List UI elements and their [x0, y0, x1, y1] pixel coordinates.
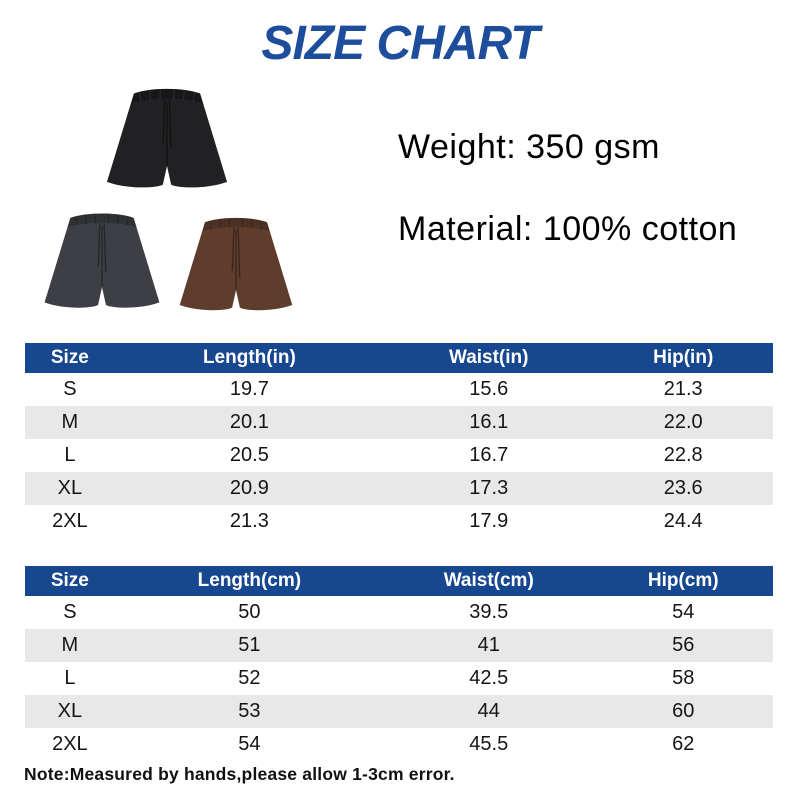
table-row: M 51 41 56: [25, 629, 773, 662]
column-header: Hip(in): [653, 347, 714, 368]
table-row: 2XL 21.3 17.9 24.4: [25, 505, 773, 538]
table-row: S 50 39.5 54: [25, 596, 773, 629]
table-cell: 54: [238, 733, 261, 755]
table-cell: 44: [477, 700, 500, 722]
table-cell: 2XL: [52, 733, 88, 755]
column-header: Size: [50, 570, 89, 591]
table-cell: 17.3: [469, 477, 509, 499]
table-cell: 23.6: [663, 477, 703, 499]
table-cell: 20.5: [229, 444, 269, 466]
column-header: Hip(cm): [647, 570, 719, 591]
table-cell: 41: [477, 634, 500, 656]
material-spec: Material: 100% cotton: [398, 210, 738, 248]
table-cell: 24.4: [663, 510, 703, 532]
table-header-row: Size Length(cm) Waist(cm) Hip(cm): [25, 566, 773, 596]
table-cell: 21.3: [229, 510, 269, 532]
gray-shorts-image: [44, 213, 160, 308]
page-title: SIZE CHART: [261, 17, 539, 70]
table-cell: 60: [672, 700, 695, 722]
table-cell: L: [64, 444, 76, 466]
table-cell: 19.7: [229, 378, 269, 400]
table-row: M 20.1 16.1 22.0: [25, 406, 773, 439]
table-cell: 20.1: [229, 411, 269, 433]
column-header: Waist(in): [448, 347, 529, 368]
table-cell: L: [64, 667, 76, 689]
table-cell: 20.9: [229, 477, 269, 499]
table-cell: 62: [672, 733, 695, 755]
table-cell: 53: [238, 700, 261, 722]
table-cell: 17.9: [469, 510, 509, 532]
column-header: Waist(cm): [443, 570, 534, 591]
table-cell: 52: [238, 667, 261, 689]
table-cell: 45.5: [469, 733, 509, 755]
table-cell: 2XL: [52, 510, 88, 532]
table-cell: 39.5: [469, 601, 509, 623]
black-shorts-image: [106, 88, 228, 188]
column-header: Length(in): [202, 347, 296, 368]
weight-spec: Weight: 350 gsm: [398, 128, 661, 166]
table-cell: S: [63, 601, 77, 623]
size-table-inches: Size Length(in) Waist(in) Hip(in) S 19.7 15.6 2…: [25, 343, 773, 538]
column-header: Size: [50, 347, 89, 368]
table-cell: 22.0: [663, 411, 703, 433]
table-cell: M: [61, 411, 79, 433]
measurement-note: Note:Measured by hands,please allow 1-3c…: [24, 764, 455, 784]
table-cell: 15.6: [469, 378, 509, 400]
table-row: 2XL 54 45.5 62: [25, 728, 773, 761]
size-table-cm: Size Length(cm) Waist(cm) Hip(cm) S 50 39.5 54 M…: [25, 566, 773, 761]
table-cell: 56: [672, 634, 695, 656]
table-row: L 52 42.5 58: [25, 662, 773, 695]
table-row: XL 20.9 17.3 23.6: [25, 472, 773, 505]
table-cell: 51: [238, 634, 261, 656]
table-cell: 42.5: [469, 667, 509, 689]
table-cell: S: [63, 378, 77, 400]
table-cell: 22.8: [663, 444, 703, 466]
table-cell: 54: [672, 601, 695, 623]
table-cell: M: [61, 634, 79, 656]
table-cell: XL: [57, 477, 83, 499]
brown-shorts-image: [179, 217, 293, 311]
table-cell: 16.7: [469, 444, 509, 466]
table-cell: 58: [672, 667, 695, 689]
table-cell: XL: [57, 700, 83, 722]
table-cell: 50: [238, 601, 261, 623]
column-header: Length(cm): [197, 570, 302, 591]
table-row: L 20.5 16.7 22.8: [25, 439, 773, 472]
table-header-row: Size Length(in) Waist(in) Hip(in): [25, 343, 773, 373]
table-cell: 21.3: [663, 378, 703, 400]
table-row: S 19.7 15.6 21.3: [25, 373, 773, 406]
table-cell: 16.1: [469, 411, 509, 433]
table-row: XL 53 44 60: [25, 695, 773, 728]
